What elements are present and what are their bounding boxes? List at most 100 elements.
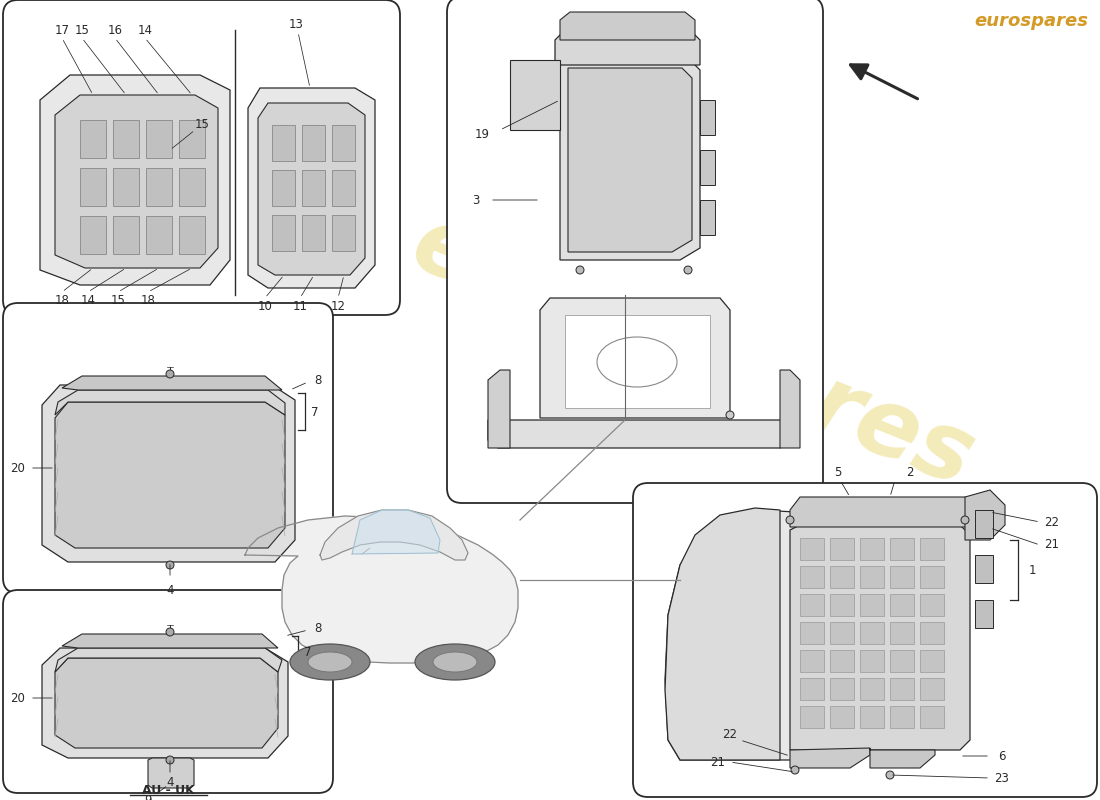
Polygon shape — [332, 215, 355, 251]
Polygon shape — [488, 420, 790, 448]
Polygon shape — [565, 315, 710, 408]
Text: 10: 10 — [257, 299, 273, 313]
FancyBboxPatch shape — [447, 0, 823, 503]
Polygon shape — [179, 168, 205, 206]
Polygon shape — [488, 370, 510, 448]
Polygon shape — [55, 648, 282, 672]
Polygon shape — [920, 706, 944, 728]
Polygon shape — [890, 650, 914, 672]
Text: 23: 23 — [994, 771, 1010, 785]
Polygon shape — [830, 678, 854, 700]
Polygon shape — [790, 497, 975, 527]
Polygon shape — [146, 168, 172, 206]
Text: 15: 15 — [75, 23, 89, 37]
Polygon shape — [975, 510, 993, 538]
Polygon shape — [302, 215, 324, 251]
Text: eurospares: eurospares — [974, 12, 1088, 30]
Polygon shape — [540, 298, 730, 418]
Text: 22: 22 — [1045, 515, 1059, 529]
Text: 11: 11 — [293, 299, 308, 313]
Polygon shape — [179, 120, 205, 158]
Polygon shape — [860, 678, 884, 700]
Text: 6: 6 — [999, 750, 1005, 762]
Circle shape — [791, 766, 799, 774]
Polygon shape — [975, 600, 993, 628]
Polygon shape — [920, 566, 944, 588]
Polygon shape — [258, 103, 365, 275]
Circle shape — [166, 628, 174, 636]
Polygon shape — [148, 758, 194, 788]
Text: 9: 9 — [144, 794, 152, 800]
Text: 7: 7 — [311, 406, 319, 418]
Polygon shape — [700, 200, 715, 235]
Text: 4: 4 — [166, 583, 174, 597]
Polygon shape — [890, 566, 914, 588]
FancyBboxPatch shape — [3, 0, 400, 315]
Polygon shape — [62, 634, 278, 648]
Ellipse shape — [433, 652, 477, 672]
Circle shape — [166, 756, 174, 764]
Polygon shape — [890, 594, 914, 616]
Text: 18: 18 — [55, 294, 69, 306]
Polygon shape — [332, 125, 355, 161]
Polygon shape — [179, 216, 205, 254]
Polygon shape — [800, 650, 824, 672]
Polygon shape — [113, 216, 139, 254]
Polygon shape — [568, 68, 692, 252]
Polygon shape — [860, 594, 884, 616]
Polygon shape — [860, 650, 884, 672]
FancyBboxPatch shape — [632, 483, 1097, 797]
Polygon shape — [830, 594, 854, 616]
Text: 13: 13 — [288, 18, 304, 31]
Ellipse shape — [597, 337, 676, 387]
Polygon shape — [146, 216, 172, 254]
Text: 16: 16 — [108, 23, 122, 37]
Circle shape — [684, 266, 692, 274]
Circle shape — [726, 411, 734, 419]
Polygon shape — [860, 622, 884, 644]
Polygon shape — [666, 508, 780, 760]
Text: 15: 15 — [111, 294, 125, 306]
Polygon shape — [245, 516, 518, 663]
Polygon shape — [80, 168, 106, 206]
Polygon shape — [272, 125, 295, 161]
Circle shape — [576, 266, 584, 274]
Text: 2: 2 — [906, 466, 914, 479]
Text: 3: 3 — [473, 194, 480, 206]
Text: 20: 20 — [11, 462, 25, 474]
Ellipse shape — [308, 652, 352, 672]
Polygon shape — [860, 538, 884, 560]
Polygon shape — [55, 390, 285, 415]
Polygon shape — [700, 100, 715, 135]
Polygon shape — [860, 566, 884, 588]
Text: 22: 22 — [723, 729, 737, 742]
Polygon shape — [975, 555, 993, 583]
FancyBboxPatch shape — [3, 303, 333, 593]
Polygon shape — [920, 594, 944, 616]
Polygon shape — [800, 566, 824, 588]
Polygon shape — [920, 538, 944, 560]
Polygon shape — [890, 678, 914, 700]
Polygon shape — [830, 706, 854, 728]
Polygon shape — [62, 376, 282, 390]
Polygon shape — [890, 538, 914, 560]
Polygon shape — [830, 566, 854, 588]
Text: a passion for parts since 1985: a passion for parts since 1985 — [460, 365, 860, 547]
Polygon shape — [113, 168, 139, 206]
Text: 19: 19 — [475, 129, 490, 142]
Polygon shape — [830, 650, 854, 672]
Circle shape — [961, 516, 969, 524]
Polygon shape — [800, 594, 824, 616]
Polygon shape — [80, 216, 106, 254]
Polygon shape — [560, 12, 695, 40]
Text: 17: 17 — [55, 23, 69, 37]
Polygon shape — [42, 648, 288, 758]
Text: 20: 20 — [11, 691, 25, 705]
Text: 4: 4 — [166, 775, 174, 789]
Text: 15: 15 — [195, 118, 209, 131]
Polygon shape — [890, 706, 914, 728]
Text: 18: 18 — [141, 294, 155, 306]
Circle shape — [166, 370, 174, 378]
Polygon shape — [700, 150, 715, 185]
Text: 12: 12 — [330, 299, 345, 313]
